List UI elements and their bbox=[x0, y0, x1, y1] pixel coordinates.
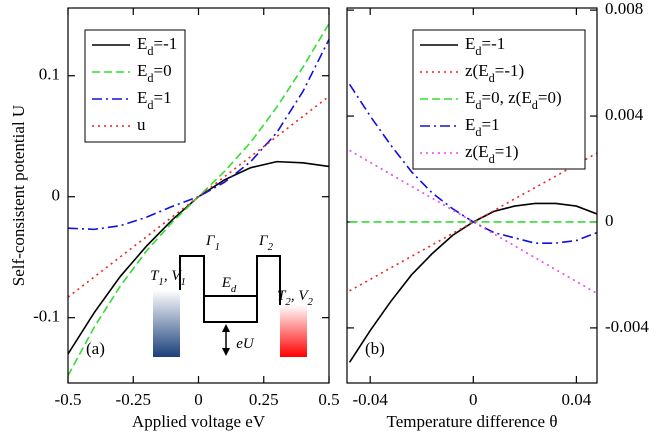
y-tick-label: 0 bbox=[52, 186, 61, 205]
x-tick-label: -0.25 bbox=[116, 390, 151, 409]
panel-label: (b) bbox=[365, 339, 385, 358]
y-tick-label: 0 bbox=[605, 211, 614, 230]
legend-label: Ed=-1 bbox=[137, 34, 177, 58]
y-tick-label: -0.1 bbox=[33, 307, 60, 326]
legend-label: u bbox=[137, 115, 146, 134]
x-tick-label: 0.5 bbox=[318, 390, 339, 409]
arrow-head bbox=[222, 324, 230, 332]
left-lead bbox=[153, 290, 180, 357]
panel: -0.5 -0.25 0 0.25 0.5 -0.1 0 0.1 Ed=-1 Ed=0 Ed=1 u (… bbox=[9, 7, 340, 431]
series-line bbox=[68, 23, 329, 377]
legend-box bbox=[84, 29, 186, 143]
y-tick-label: 0.008 bbox=[605, 0, 643, 18]
inset-label: T1, V1 bbox=[150, 268, 186, 288]
inset-label: Γ2 bbox=[258, 233, 274, 253]
y-tick-label: 0.004 bbox=[605, 105, 644, 124]
x-tick-label: 0.04 bbox=[562, 390, 592, 409]
plot-frame bbox=[67, 7, 330, 384]
legend-label: z(Ed=1) bbox=[465, 142, 519, 166]
panel-label: (a) bbox=[86, 339, 105, 358]
y-tick-label: 0.1 bbox=[39, 65, 60, 84]
series-line bbox=[348, 202, 597, 363]
series-line bbox=[349, 152, 597, 292]
inset-diagram: Γ1 Γ2 Ed T1, V1 T2, V2 eU bbox=[150, 233, 314, 357]
series-line bbox=[68, 95, 329, 298]
series-line bbox=[348, 83, 597, 244]
x-axis-label: Temperature difference θ bbox=[387, 412, 558, 431]
inset-label: Γ1 bbox=[205, 233, 220, 253]
y-tick-label: -0.004 bbox=[605, 317, 649, 336]
x-tick-label: -0.04 bbox=[352, 390, 388, 409]
x-axis-label: Applied voltage eV bbox=[132, 412, 266, 431]
legend-label: Ed=1 bbox=[465, 115, 500, 139]
legend-label: Ed=-1 bbox=[465, 34, 505, 58]
legend-label: z(Ed=-1) bbox=[465, 61, 524, 85]
x-tick-label: -0.5 bbox=[55, 390, 82, 409]
series-line bbox=[68, 39, 329, 231]
plot-frame bbox=[346, 7, 598, 384]
arrow-head bbox=[222, 348, 230, 356]
legend-label: Ed=0, z(Ed=0) bbox=[465, 88, 562, 112]
potential-profile bbox=[179, 255, 281, 323]
y-axis-label: Self-consistent potential U bbox=[9, 105, 28, 286]
inset-label: eU bbox=[236, 336, 255, 352]
legend-box bbox=[412, 29, 586, 170]
inset-label: T2, V2 bbox=[277, 288, 313, 308]
x-tick-label: 0 bbox=[194, 390, 203, 409]
legend-label: Ed=1 bbox=[137, 88, 172, 112]
panel: -0.04 0 0.04 -0.004 0 0.004 0.008 Ed=-1 z(Ed=-1)… bbox=[346, 0, 649, 431]
x-tick-label: 0 bbox=[469, 390, 478, 409]
inset-label: Ed bbox=[221, 275, 237, 295]
legend-label: Ed=0 bbox=[137, 61, 172, 85]
right-lead bbox=[280, 305, 307, 357]
x-tick-label: 0.25 bbox=[249, 390, 279, 409]
